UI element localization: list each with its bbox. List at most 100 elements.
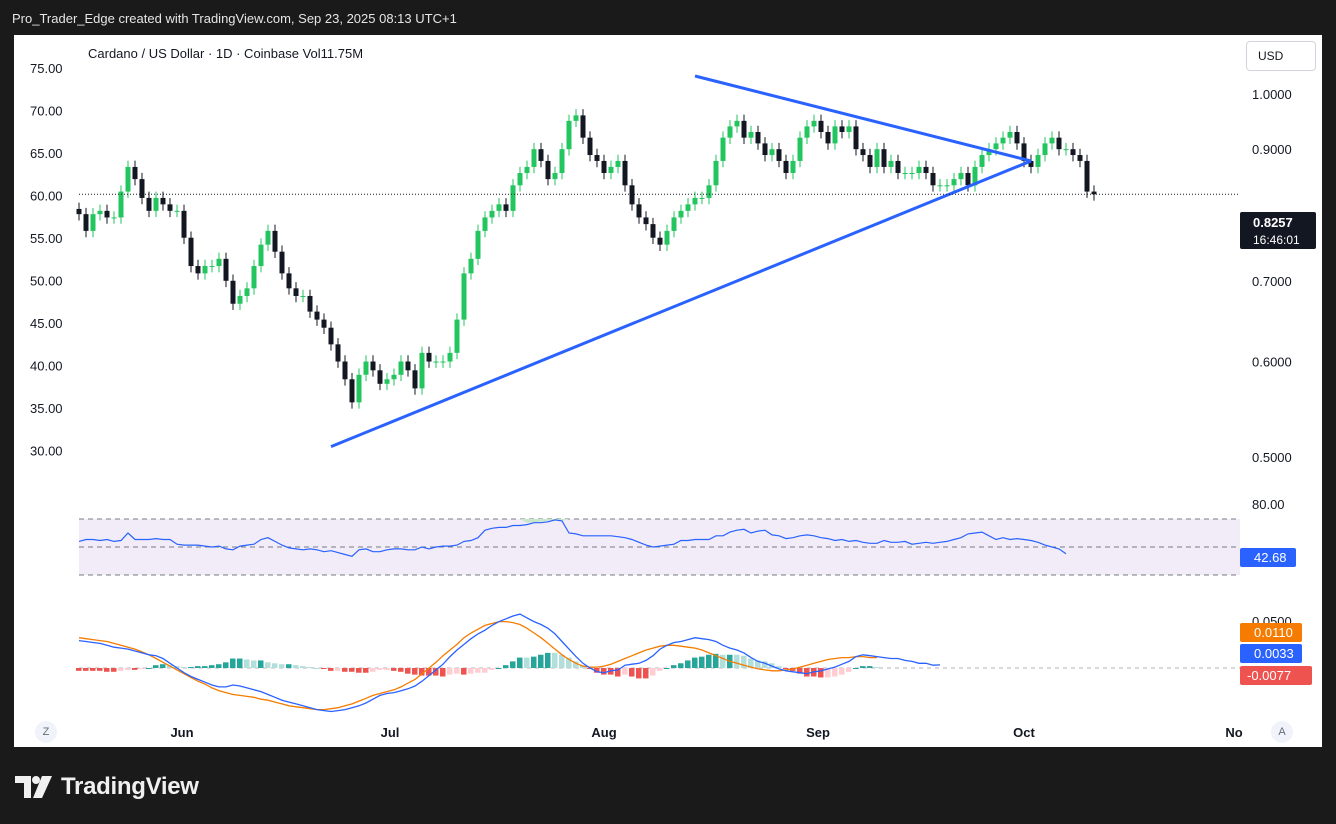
rsi-value-badge bbox=[1240, 548, 1296, 567]
candle-down bbox=[895, 160, 901, 173]
macd-hist-bar-down bbox=[818, 668, 824, 678]
candle-up bbox=[846, 126, 852, 133]
left-axis-tick: 45.00 bbox=[30, 316, 63, 331]
candle-up bbox=[937, 185, 943, 187]
right-axis-tick: 0.9000 bbox=[1252, 142, 1292, 157]
candle-up bbox=[678, 210, 684, 218]
macd-hist-bar-up bbox=[545, 652, 551, 668]
macd-hist-bar-down bbox=[384, 668, 390, 670]
candle-up bbox=[391, 374, 397, 380]
candle-down bbox=[307, 295, 313, 312]
macd-hist-bar-up bbox=[741, 655, 747, 668]
candle-down bbox=[160, 197, 166, 205]
candle-up bbox=[713, 160, 719, 186]
macd-value-label: 0.0033 bbox=[1254, 646, 1294, 661]
price-chart[interactable]: 75.00 70.00 65.00 60.00 55.00 50.00 45.00 40.00… bbox=[14, 35, 1322, 747]
candle-up bbox=[1049, 137, 1055, 144]
signal-value-label: 0.0110 bbox=[1254, 625, 1293, 640]
candle-down bbox=[853, 126, 859, 150]
macd-hist-bar-up bbox=[153, 665, 159, 668]
right-axis-tick: 0.7000 bbox=[1252, 274, 1292, 289]
chart-panel[interactable]: 75.00 70.00 65.00 60.00 55.00 50.00 45.00 40.00… bbox=[14, 35, 1322, 747]
triangle-resistance-line bbox=[694, 74, 1032, 163]
triangle-support-line bbox=[330, 159, 1032, 449]
candle-up bbox=[524, 166, 530, 173]
candle-up bbox=[692, 197, 698, 205]
candle-down bbox=[132, 166, 138, 180]
candle-down bbox=[195, 266, 201, 274]
countdown-label: 16:46:01 bbox=[1253, 233, 1300, 247]
macd-hist-bar-down bbox=[629, 668, 635, 677]
macd-hist-bar-up bbox=[293, 665, 299, 668]
macd-hist-bar-down bbox=[356, 668, 362, 673]
histogram-value-label: -0.0077 bbox=[1247, 668, 1291, 683]
candle-up bbox=[251, 266, 257, 289]
macd-hist-bar-up bbox=[517, 657, 523, 668]
candle-down bbox=[580, 115, 586, 138]
candle-up bbox=[475, 230, 481, 259]
candle-down bbox=[405, 361, 411, 371]
candle-up bbox=[1035, 155, 1041, 167]
candle-up bbox=[769, 149, 775, 156]
macd-hist-bar-down bbox=[349, 668, 355, 672]
candle-up bbox=[258, 244, 264, 267]
candle-down bbox=[538, 149, 544, 161]
candle-down bbox=[412, 370, 418, 389]
candle-up bbox=[804, 126, 810, 138]
candle-up bbox=[384, 379, 390, 384]
macd-hist-bar-down bbox=[643, 668, 649, 679]
macd-hist-bar-up bbox=[692, 657, 698, 668]
candle-down bbox=[321, 319, 327, 328]
macd-hist-bar-down bbox=[622, 668, 628, 675]
macd-hist-bar-up bbox=[713, 653, 719, 668]
candle-up bbox=[615, 160, 621, 167]
macd-hist-bar-down bbox=[657, 668, 663, 671]
macd-hist-bar-up bbox=[160, 664, 166, 668]
candle-up bbox=[174, 210, 180, 212]
macd-hist-bar-up bbox=[209, 665, 215, 668]
macd-hist-bar-up bbox=[664, 668, 670, 669]
candle-up bbox=[734, 120, 740, 127]
currency-button[interactable]: USD bbox=[1246, 41, 1316, 71]
candle-up bbox=[685, 204, 691, 211]
candle-down bbox=[349, 379, 355, 403]
left-axis-tick: 70.00 bbox=[30, 104, 63, 119]
macd-hist-bar-up bbox=[195, 666, 201, 668]
candle-up bbox=[454, 319, 460, 353]
macd-hist-bar-down bbox=[405, 668, 411, 674]
macd-hist-bar-down bbox=[468, 668, 474, 674]
macd-hist-bar-up bbox=[552, 652, 558, 668]
candle-up bbox=[482, 217, 488, 231]
candle-down bbox=[629, 185, 635, 205]
candle-up bbox=[489, 210, 495, 218]
candle-up bbox=[237, 295, 243, 304]
tradingview-logo-icon bbox=[15, 776, 52, 798]
candle-down bbox=[167, 204, 173, 211]
candle-down bbox=[622, 160, 628, 186]
candle-up bbox=[1063, 149, 1069, 151]
candle-down bbox=[930, 172, 936, 186]
macd-hist-bar-up bbox=[867, 666, 873, 668]
macd-hist-bar-up bbox=[671, 665, 677, 668]
candle-up bbox=[552, 172, 558, 180]
log-scale-button[interactable]: Z bbox=[35, 721, 57, 743]
candle-up bbox=[363, 361, 369, 375]
macd-hist-bar-up bbox=[685, 660, 691, 668]
candle-up bbox=[517, 172, 523, 186]
candle-up bbox=[993, 143, 999, 150]
macd-hist-bar-down bbox=[825, 668, 831, 678]
candle-up bbox=[916, 166, 922, 173]
auto-scale-button[interactable]: A bbox=[1271, 721, 1293, 743]
candle-down bbox=[741, 120, 747, 138]
x-axis-tick: Jun bbox=[170, 725, 193, 740]
candle-up bbox=[1007, 132, 1013, 138]
candle-down bbox=[657, 237, 663, 245]
candle-up bbox=[216, 258, 222, 267]
candle-down bbox=[1014, 132, 1020, 144]
macd-hist-bar-up bbox=[566, 657, 572, 668]
macd-hist-bar-up bbox=[853, 668, 859, 669]
signal-value-badge bbox=[1240, 623, 1302, 642]
macd-hist-bar-up bbox=[237, 658, 243, 668]
macd-hist-bar-down bbox=[412, 668, 418, 675]
candle-up bbox=[608, 166, 614, 173]
